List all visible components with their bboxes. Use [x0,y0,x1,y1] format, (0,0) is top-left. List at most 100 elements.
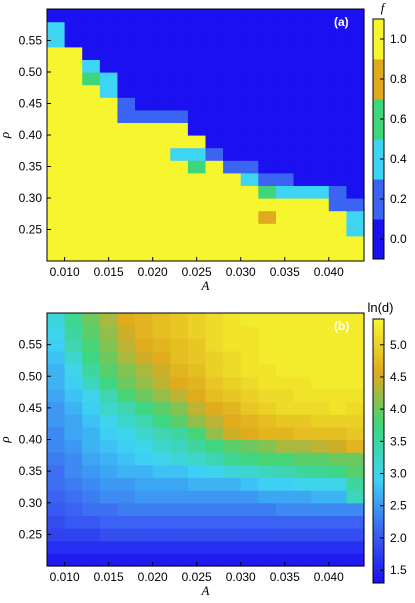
heatmap-cell [64,34,83,48]
colorbar-segment [373,404,384,409]
heatmap-cell [170,313,189,327]
heatmap-cell [293,540,312,554]
colorbar-segment [373,477,384,482]
heatmap-cell [346,528,365,542]
heatmap-cell [117,172,136,186]
heatmap-cell [240,490,259,504]
heatmap-cell [47,490,66,504]
heatmap-cell [47,84,66,98]
heatmap-cell [187,553,207,567]
heatmap-cell [47,21,66,35]
colorbar-segment [373,447,384,452]
heatmap-cell [293,363,312,377]
heatmap-cell [346,350,365,365]
heatmap-cell [64,160,83,174]
heatmap-cell [135,388,154,403]
heatmap-cell [47,338,66,352]
heatmap-cell [223,59,242,73]
heatmap-cell [205,72,224,86]
colorbar-segment [373,540,384,544]
heatmap-cell [275,464,295,479]
heatmap-cell [152,502,171,516]
heatmap-cell [187,135,207,149]
heatmap-cell [187,223,207,237]
heatmap-cell [311,46,330,60]
heatmap-cell [205,338,224,352]
heatmap-cell [135,439,154,453]
heatmap-cell [47,160,66,174]
heatmap-cell [117,528,136,542]
heatmap-cell [205,135,224,149]
heatmap-cell [117,135,136,149]
heatmap-cell [170,84,189,98]
y-tick-label: 0.45 [19,97,43,111]
heatmap-cell [135,185,154,199]
heatmap-cell [258,46,277,60]
heatmap-a-cells [47,9,365,262]
heatmap-cell [64,553,83,567]
colorbar-segment [373,470,384,475]
heatmap-cell [135,313,154,327]
heatmap-cell [47,388,66,403]
heatmap-cell [64,84,83,98]
heatmap-cell [258,502,277,516]
heatmap-cell [152,414,171,428]
heatmap-cell [328,97,347,111]
heatmap-cell [99,21,119,35]
heatmap-cell [205,515,224,529]
heatmap-cell [187,325,207,339]
heatmap-cell [152,248,171,262]
heatmap-cell [47,109,66,123]
heatmap-cell [64,248,83,262]
heatmap-cell [258,350,277,365]
heatmap-cell [205,350,224,365]
heatmap-cell [99,325,119,339]
heatmap-cell [99,452,119,466]
heatmap-cell [328,135,347,149]
heatmap-cell [82,21,101,35]
heatmap-cell [47,147,66,161]
axis-ticks-b: 0.010 0.015 0.020 0.025 0.030 0.035 0.040 0.25 0… [19,338,344,584]
heatmap-cell [82,135,101,149]
heatmap-cell [258,439,277,453]
heatmap-cell [258,84,277,98]
heatmap-cell [82,540,101,554]
heatmap-cell [240,72,259,86]
y-tick-label: 0.25 [19,527,43,541]
heatmap-cell [293,109,312,123]
heatmap-cell [152,363,171,377]
heatmap-cell [275,452,295,466]
heatmap-cell [82,325,101,339]
colorbar-segment [373,338,384,343]
x-tick-label: 0.035 [270,570,300,584]
colorbar-segment [373,460,384,465]
heatmap-cell [117,338,136,352]
heatmap-cell [346,135,365,149]
heatmap-cell [346,198,365,212]
heatmap-cell [135,172,154,186]
heatmap-cell [47,313,66,327]
heatmap-cell [135,97,154,111]
heatmap-cell [205,401,224,415]
colorbar-tick-label: 2.5 [390,499,407,513]
heatmap-cell [275,528,295,542]
heatmap-cell [47,464,66,479]
colorbar-segment [373,421,384,426]
heatmap-cell [99,210,119,224]
heatmap-cell [346,414,365,428]
heatmap-cell [328,338,347,352]
colorbar-tick-label: 3.0 [390,467,407,481]
heatmap-cell [82,426,101,441]
heatmap-cell [275,135,295,149]
heatmap-cell [117,210,136,224]
heatmap-cell [275,84,295,98]
heatmap-cell [99,72,119,86]
heatmap-cell [240,452,259,466]
heatmap-cell [205,325,224,339]
heatmap-cell [311,477,330,491]
colorbar-segment [373,553,384,558]
heatmap-cell [346,464,365,479]
heatmap-cell [99,122,119,136]
heatmap-cell [275,147,295,161]
heatmap-cell [117,325,136,339]
